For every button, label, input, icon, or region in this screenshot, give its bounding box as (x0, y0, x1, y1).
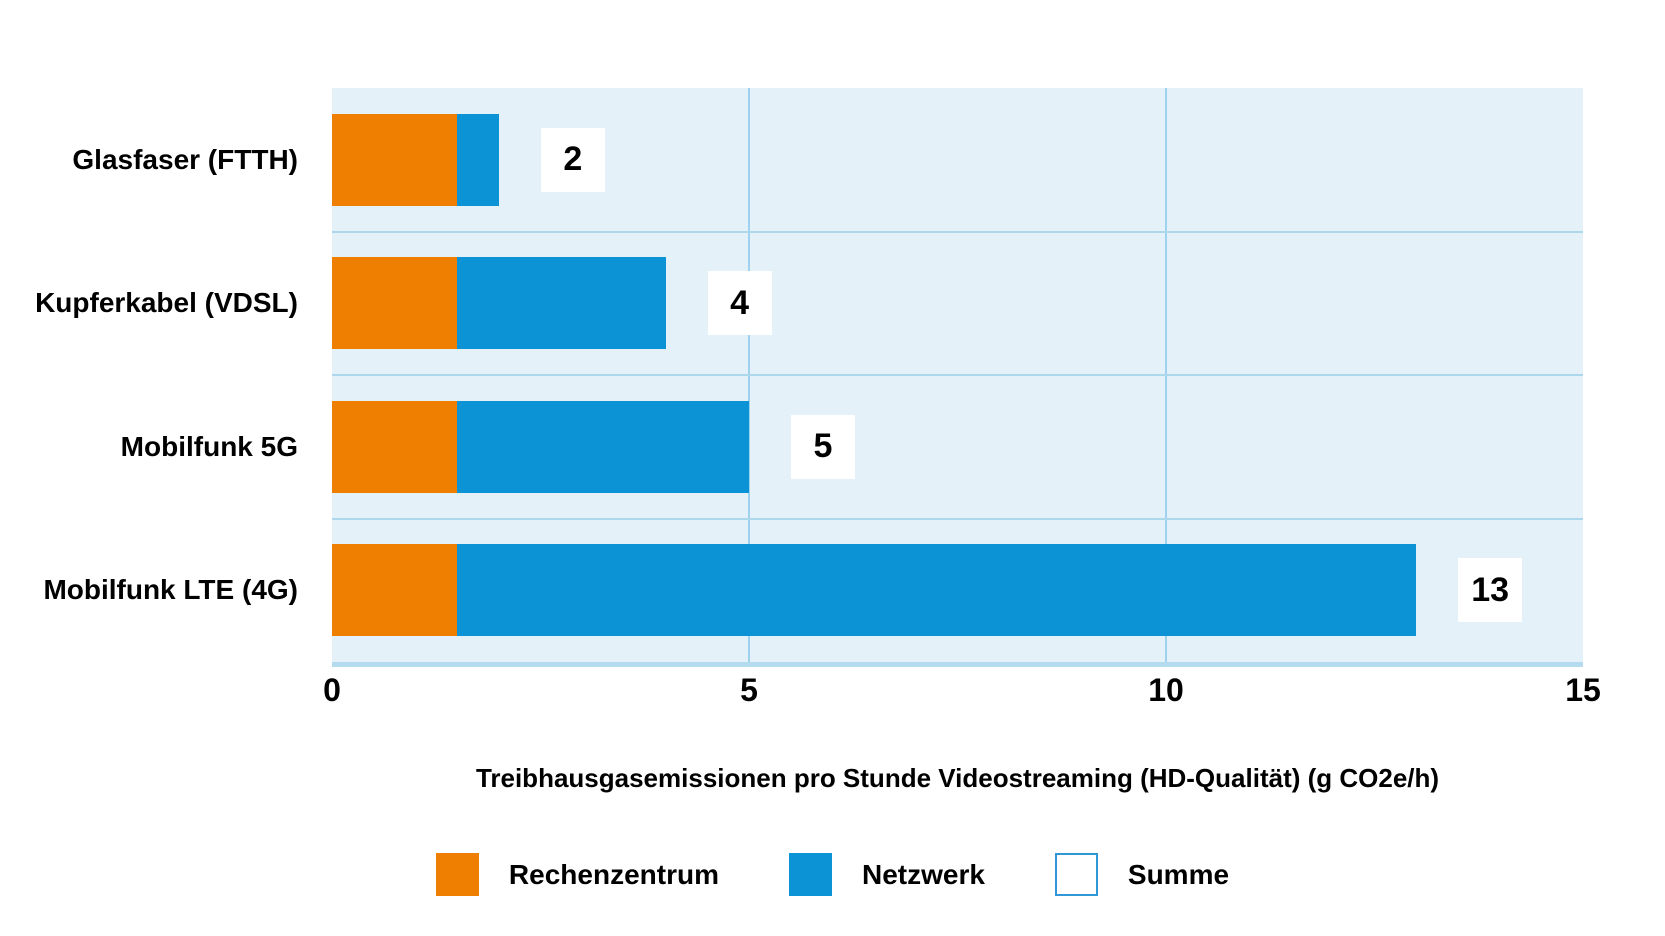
stacked-bar (332, 257, 666, 350)
bar-segment-rechenzentrum (332, 113, 458, 206)
sum-value-label: 5 (791, 414, 855, 479)
legend-label: Netzwerk (861, 858, 985, 890)
row-separator-line (332, 374, 1583, 376)
sum-value-label: 2 (540, 127, 605, 192)
x-tick-label: 15 (1565, 672, 1601, 708)
bar-segment-rechenzentrum (332, 257, 458, 350)
legend-item-summe: Summe (1054, 853, 1230, 896)
x-tick-label: 0 (323, 672, 341, 708)
bar-segment-netzwerk (457, 400, 749, 493)
rechenzentrum-swatch-icon (435, 853, 479, 896)
summe-swatch-icon (1054, 853, 1098, 896)
category-label: Kupferkabel (VDSL) (35, 287, 298, 319)
row-separator-line (332, 230, 1583, 233)
bar-row: 5 (332, 375, 1583, 519)
legend-label: Rechenzentrum (508, 858, 719, 890)
x-axis-ticks: 0 5 10 15 (323, 672, 1601, 714)
bar-segment-netzwerk (457, 113, 499, 206)
bar-segment-rechenzentrum (332, 400, 458, 493)
bar-row: 4 (332, 232, 1583, 376)
bar-segment-netzwerk (457, 257, 666, 350)
legend-label: Summe (1127, 858, 1230, 890)
x-axis-title: Treibhausgasemissionen pro Stunde Videos… (475, 763, 1440, 793)
category-label: Mobilfunk 5G (120, 430, 298, 462)
category-label: Mobilfunk LTE (4G) (43, 574, 298, 606)
bar-segment-rechenzentrum (332, 544, 458, 637)
stacked-bar (332, 113, 499, 206)
plot-area: 2 4 5 13 (332, 88, 1583, 667)
bar-row: 13 (332, 519, 1583, 663)
legend-item-netzwerk: Netzwerk (788, 853, 985, 896)
category-label: Glasfaser (FTTH) (72, 143, 298, 175)
netzwerk-swatch-icon (788, 853, 832, 896)
category-axis: Glasfaser (FTTH) Kupferkabel (VDSL) Mobilf… (0, 88, 298, 662)
bar-row: 2 (332, 88, 1583, 232)
stacked-bar (332, 400, 749, 493)
x-tick-label: 10 (1148, 672, 1184, 708)
legend-item-rechenzentrum: Rechenzentrum (435, 853, 719, 896)
sum-value-label: 4 (707, 271, 772, 336)
row-separator-line (332, 517, 1583, 520)
bar-segment-netzwerk (457, 544, 1417, 637)
sum-value-label: 13 (1458, 558, 1523, 623)
legend: Rechenzentrum Netzwerk Summe (0, 853, 1665, 896)
stacked-bar (332, 544, 1417, 637)
x-tick-label: 5 (740, 672, 758, 708)
